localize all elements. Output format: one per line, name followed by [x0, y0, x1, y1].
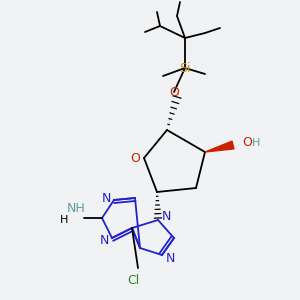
Text: N: N	[161, 209, 171, 223]
Text: O: O	[242, 136, 252, 149]
Text: N: N	[99, 233, 109, 247]
Text: H: H	[60, 215, 68, 225]
Text: N: N	[101, 191, 111, 205]
Text: O: O	[130, 152, 140, 164]
Text: NH: NH	[67, 202, 85, 214]
Polygon shape	[205, 141, 234, 152]
Text: N: N	[165, 253, 175, 266]
Text: Si: Si	[179, 61, 191, 74]
Text: O: O	[169, 85, 179, 98]
Text: Cl: Cl	[127, 274, 139, 286]
Text: H: H	[252, 138, 260, 148]
